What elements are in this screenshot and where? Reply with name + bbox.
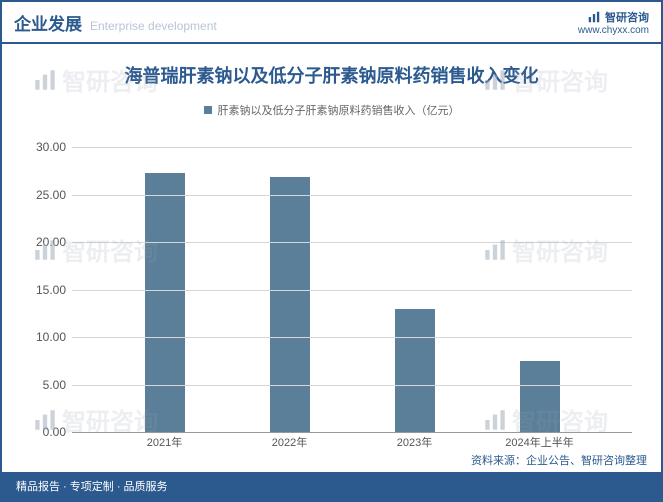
header-left: 企业发展 Enterprise development bbox=[14, 10, 217, 35]
grid-line bbox=[72, 195, 632, 196]
bar bbox=[145, 173, 185, 432]
y-tick-label: 20.00 bbox=[16, 235, 66, 249]
brand-name: 智研咨询 bbox=[605, 9, 649, 25]
y-tick-label: 5.00 bbox=[16, 378, 66, 392]
header-title-cn: 企业发展 bbox=[14, 10, 82, 35]
x-tick-label: 2022年 bbox=[250, 434, 330, 450]
header-title-en: Enterprise development bbox=[90, 19, 217, 33]
x-axis-baseline bbox=[72, 432, 632, 433]
chart-legend: 肝素钠以及低分子肝素钠原料药销售收入（亿元） bbox=[2, 102, 661, 118]
chart-title: 海普瑞肝素钠以及低分子肝素钠原料药销售收入变化 bbox=[2, 62, 661, 88]
y-tick-label: 0.00 bbox=[16, 425, 66, 439]
brand-url: www.chyxx.com bbox=[578, 25, 649, 36]
source-value: 企业公告、智研咨询整理 bbox=[526, 455, 647, 467]
y-tick-label: 30.00 bbox=[16, 140, 66, 154]
legend-marker-icon bbox=[204, 106, 212, 114]
grid-line bbox=[72, 290, 632, 291]
footer-left-text: 精品报告 · 专项定制 · 品质服务 bbox=[16, 478, 168, 494]
x-axis-labels: 2021年 2022年 2023年 2024年上半年 bbox=[72, 434, 632, 450]
source-attribution: 资料来源：企业公告、智研咨询整理 bbox=[471, 452, 647, 468]
y-tick-label: 10.00 bbox=[16, 330, 66, 344]
grid-line bbox=[72, 385, 632, 386]
y-tick-label: 25.00 bbox=[16, 188, 66, 202]
source-label: 资料来源： bbox=[471, 455, 526, 467]
bar bbox=[270, 177, 310, 432]
grid-line bbox=[72, 147, 632, 148]
brand-logo-icon bbox=[587, 10, 601, 24]
bar bbox=[520, 361, 560, 432]
brand-row: 智研咨询 bbox=[578, 9, 649, 25]
header-bar: 企业发展 Enterprise development 智研咨询 www.chy… bbox=[2, 2, 661, 44]
grid-line bbox=[72, 337, 632, 338]
bar bbox=[395, 309, 435, 433]
x-tick-label: 2021年 bbox=[125, 434, 205, 450]
x-tick-label: 2024年上半年 bbox=[500, 434, 580, 450]
chart-plot-area: 0.005.0010.0015.0020.0025.0030.00 bbox=[72, 147, 632, 432]
footer-bar: 精品报告 · 专项定制 · 品质服务 bbox=[2, 472, 661, 500]
legend-label: 肝素钠以及低分子肝素钠原料药销售收入（亿元） bbox=[218, 102, 460, 118]
grid-line bbox=[72, 242, 632, 243]
y-tick-label: 15.00 bbox=[16, 283, 66, 297]
x-tick-label: 2023年 bbox=[375, 434, 455, 450]
report-frame: 企业发展 Enterprise development 智研咨询 www.chy… bbox=[0, 0, 663, 502]
header-right: 智研咨询 www.chyxx.com bbox=[578, 9, 649, 36]
